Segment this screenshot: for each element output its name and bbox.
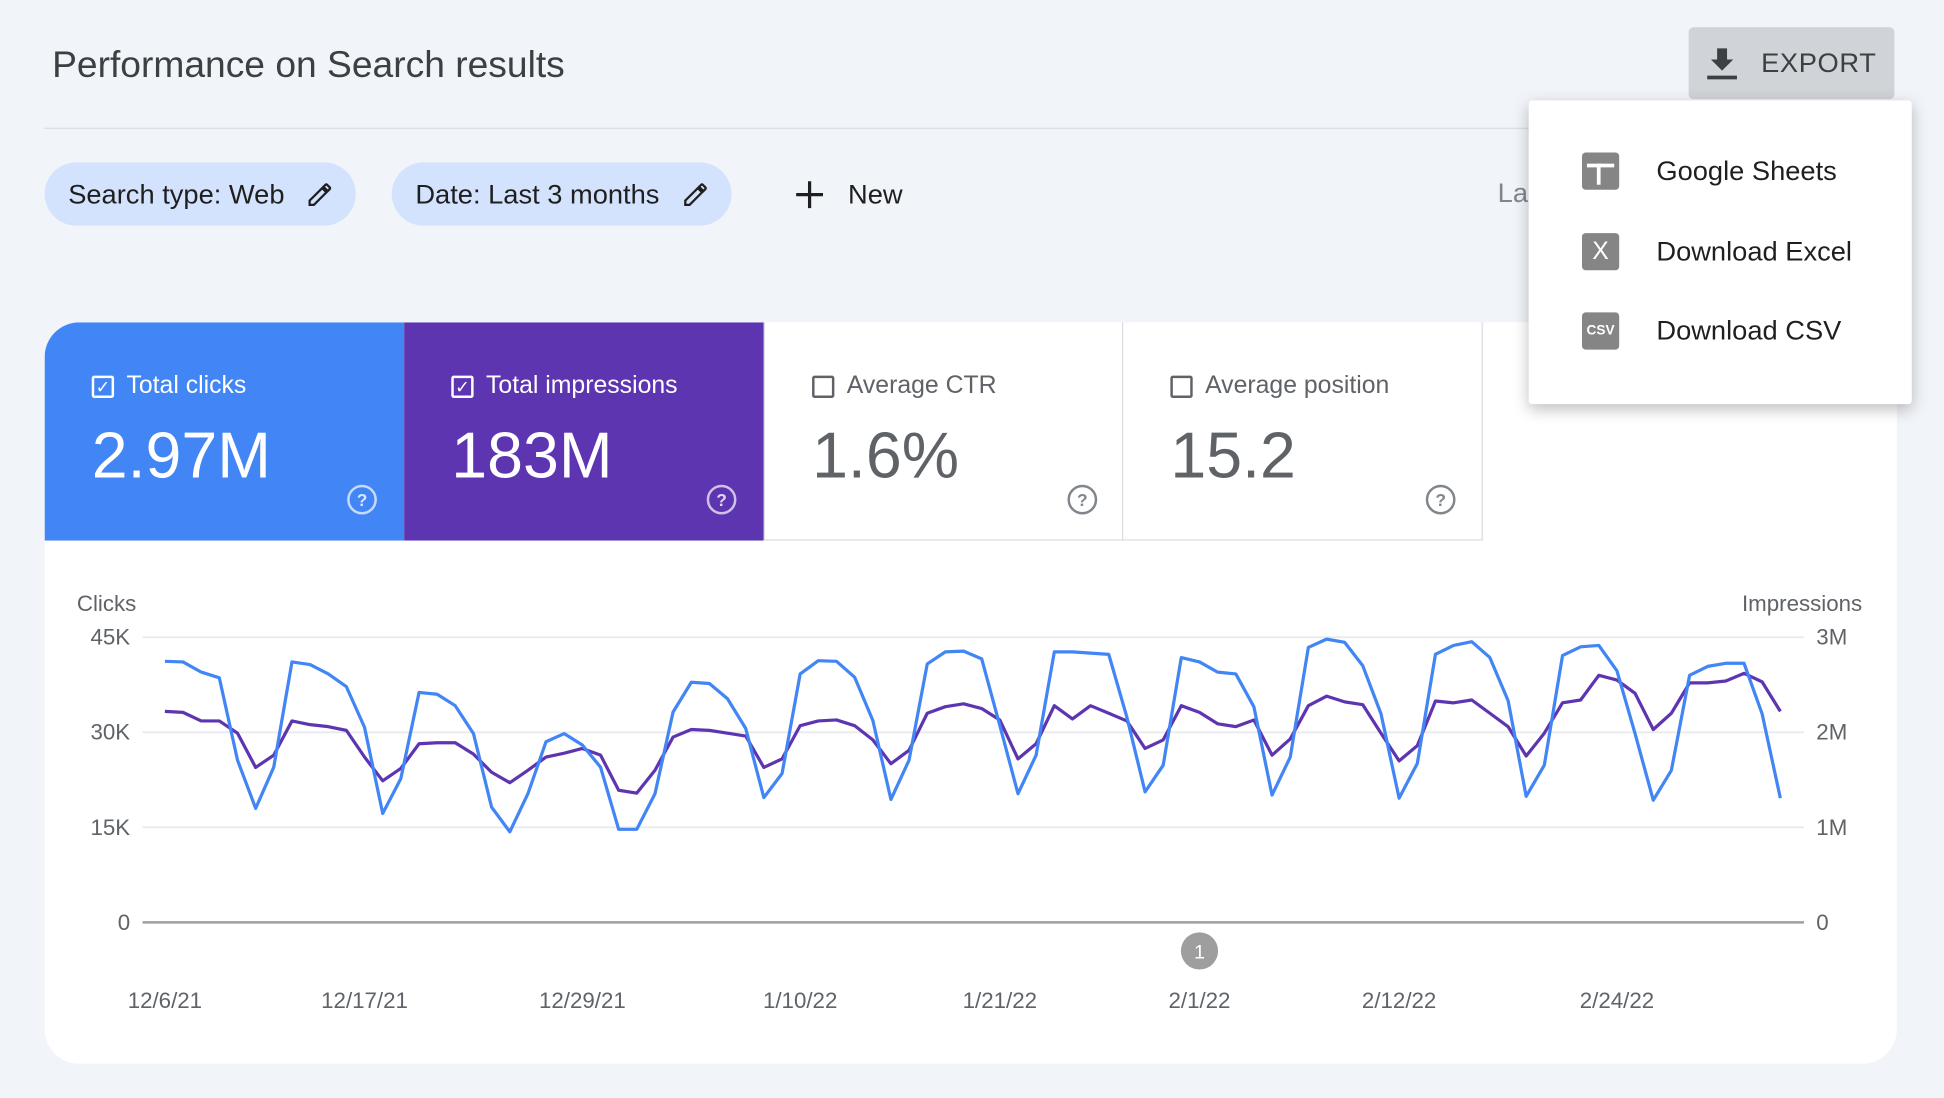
checkbox-unchecked-icon[interactable] [1170,375,1193,398]
performance-card: ✓ Total clicks 2.97M ? ✓ Total impressions… [44,322,1897,1064]
last-updated-text: La [1497,177,1529,209]
filter-chip-search-type[interactable]: Search type: Web [44,162,357,226]
left-tick-label: 45K [90,625,130,650]
checkbox-checked-icon[interactable]: ✓ [451,375,474,398]
menu-item-download-csv[interactable]: CSV Download CSV [1529,300,1912,362]
new-filter-label: New [848,177,903,209]
menu-item-download-excel[interactable]: X Download Excel [1529,221,1912,283]
plus-icon [796,180,824,208]
left-tick-label: 15K [90,815,130,840]
x-tick-label: 1/21/22 [963,988,1037,1013]
left-axis-label: Clicks [77,591,136,616]
metric-tile-total-clicks[interactable]: ✓ Total clicks 2.97M ? [44,322,405,541]
left-tick-label: 30K [90,720,130,745]
series-line-clicks [164,637,1782,834]
left-tick-label: 0 [118,910,130,935]
new-filter-button[interactable]: New [793,162,903,225]
series-line-impressions [164,671,1782,795]
metric-tile-total-impressions[interactable]: ✓ Total impressions 183M ? [404,322,764,541]
page-title: Performance on Search results [52,44,565,86]
right-tick-label: 3M [1816,625,1847,650]
export-menu: Google Sheets X Download Excel CSV Downl… [1528,100,1912,405]
export-button[interactable]: EXPORT [1688,27,1895,100]
x-tick-label: 2/1/22 [1168,988,1230,1013]
pencil-icon [309,182,332,206]
right-tick-label: 1M [1816,815,1847,840]
excel-icon: X [1581,233,1620,271]
metric-label: Average position [1205,371,1390,400]
menu-item-label: Download Excel [1656,235,1852,267]
metric-tile-average-position[interactable]: Average position 15.2 ? [1123,322,1483,541]
x-tick-label: 2/12/22 [1362,988,1436,1013]
help-icon[interactable]: ? [1425,484,1456,515]
metric-label: Average CTR [846,371,997,400]
x-tick-label: 12/17/21 [321,988,408,1013]
x-tick-label: 12/6/21 [128,988,202,1013]
pencil-icon [684,182,707,206]
menu-item-google-sheets[interactable]: Google Sheets [1529,140,1912,202]
metric-label: Total impressions [486,371,678,400]
help-icon[interactable]: ? [706,484,737,515]
filter-chip-label: Date: Last 3 months [415,177,660,209]
metric-value: 183M [451,420,613,493]
checkbox-unchecked-icon[interactable] [812,375,835,398]
metric-value: 1.6% [812,420,960,493]
help-icon[interactable]: ? [347,484,377,515]
x-tick-label: 12/29/21 [539,988,626,1013]
help-icon[interactable]: ? [1067,484,1098,515]
divider [44,127,1897,129]
filter-chip-label: Search type: Web [68,177,285,209]
right-tick-label: 2M [1816,720,1847,745]
filter-chip-date[interactable]: Date: Last 3 months [391,162,732,226]
menu-item-label: Download CSV [1656,314,1842,346]
x-tick-label: 1/10/22 [763,988,837,1013]
metric-value: 15.2 [1170,420,1296,493]
menu-item-label: Google Sheets [1656,154,1837,186]
google-sheets-icon [1581,152,1620,190]
csv-icon: CSV [1581,312,1620,350]
annotation-marker [1180,932,1219,970]
annotation-label: 1 [1194,941,1205,963]
right-axis-label: Impressions [1742,591,1862,616]
download-icon [1707,48,1738,80]
export-label: EXPORT [1761,47,1877,79]
metric-value: 2.97M [91,420,271,493]
right-tick-label: 0 [1816,910,1828,935]
metric-tile-average-ctr[interactable]: Average CTR 1.6% ? [763,322,1124,541]
x-tick-label: 2/24/22 [1580,988,1654,1013]
checkbox-checked-icon[interactable]: ✓ [91,375,115,398]
metric-label: Total clicks [126,371,247,400]
